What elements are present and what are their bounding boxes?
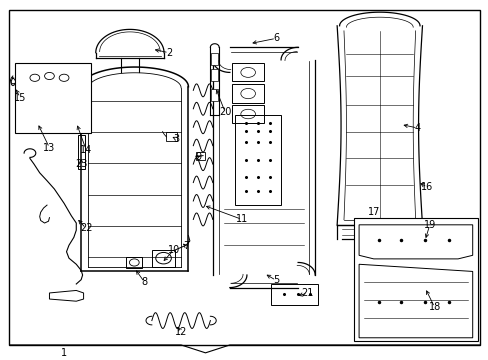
Text: 14: 14 xyxy=(80,144,92,154)
Text: 3: 3 xyxy=(173,134,179,144)
Text: 23: 23 xyxy=(75,159,87,169)
Text: 19: 19 xyxy=(423,220,435,230)
Text: 8: 8 xyxy=(141,277,147,287)
Text: 10: 10 xyxy=(167,245,180,255)
Bar xyxy=(271,284,317,305)
Bar xyxy=(126,257,142,268)
Bar xyxy=(353,218,477,341)
Text: 16: 16 xyxy=(420,182,432,192)
Bar xyxy=(211,69,218,81)
Text: 12: 12 xyxy=(175,327,187,337)
Text: 18: 18 xyxy=(427,302,440,312)
Text: 21: 21 xyxy=(301,288,313,298)
Text: 2: 2 xyxy=(165,48,172,58)
Text: 7: 7 xyxy=(183,241,189,251)
Bar xyxy=(152,249,175,267)
Text: 5: 5 xyxy=(272,275,279,285)
Bar xyxy=(195,152,204,160)
Text: 15: 15 xyxy=(14,93,26,103)
Text: 1: 1 xyxy=(61,348,67,358)
Text: 9: 9 xyxy=(195,152,201,162)
Bar xyxy=(166,132,177,141)
Text: 22: 22 xyxy=(80,224,92,233)
Bar xyxy=(232,63,264,81)
Bar xyxy=(211,89,218,101)
Bar xyxy=(78,135,85,169)
Text: 6: 6 xyxy=(273,33,279,43)
Text: 17: 17 xyxy=(367,207,379,217)
Text: 13: 13 xyxy=(43,143,56,153)
Bar xyxy=(211,53,218,65)
Bar xyxy=(15,63,91,133)
Bar xyxy=(232,105,264,123)
Text: 11: 11 xyxy=(235,215,248,224)
Text: 20: 20 xyxy=(218,107,231,117)
Text: 4: 4 xyxy=(414,123,420,133)
Bar xyxy=(232,84,264,103)
Bar xyxy=(234,116,281,205)
